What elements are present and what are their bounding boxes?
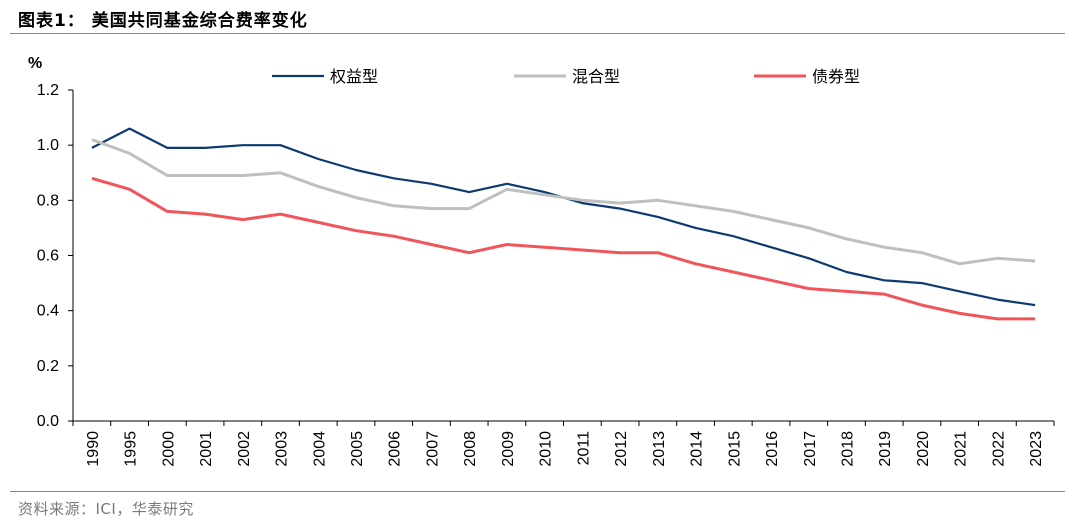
bottom-divider xyxy=(10,491,1065,492)
y-tick-label: 0.2 xyxy=(37,358,59,375)
x-tick-label: 2022 xyxy=(990,431,1007,467)
y-tick-label: 0.0 xyxy=(37,413,59,430)
x-tick-label: 2006 xyxy=(387,431,404,467)
series-line-2 xyxy=(91,176,1036,321)
chart-axes: 0.0 0.2 0.4 0.6 0.8 1.0 1.2% 1990 1995 2000 2001 20… xyxy=(28,55,1055,467)
x-tick-label: 1990 xyxy=(85,431,102,467)
x-tick-label: 2011 xyxy=(575,431,592,466)
x-tick-label: 2000 xyxy=(160,431,177,467)
x-tick-label: 2015 xyxy=(726,431,743,467)
series-line-1 xyxy=(91,138,1036,266)
x-tick-label: 2013 xyxy=(651,431,668,467)
source-note: 资料来源：ICI，华泰研究 xyxy=(18,500,194,518)
top-divider xyxy=(10,33,1065,34)
legend-label-1: 混合型 xyxy=(572,67,620,86)
x-tick-label: 2018 xyxy=(839,431,856,467)
x-tick-label: 2010 xyxy=(538,431,555,467)
y-tick-label: 0.4 xyxy=(37,303,59,320)
x-tick-label: 2007 xyxy=(424,431,441,467)
x-tick-label: 2014 xyxy=(689,431,706,467)
x-tick-label: 1995 xyxy=(123,431,140,467)
y-tick-label: 1.0 xyxy=(37,137,59,154)
chart-series-lines xyxy=(91,127,1036,321)
y-tick-label: 1.2 xyxy=(37,82,59,99)
page-title: 图表1： 美国共同基金综合费率变化 xyxy=(18,11,308,31)
x-tick-label: 2004 xyxy=(311,431,328,467)
legend-label-2: 债券型 xyxy=(812,67,860,86)
x-tick-label: 2019 xyxy=(877,431,894,467)
y-tick-label: 0.6 xyxy=(37,248,59,265)
chart-legend: 权益型 混合型 债券型 xyxy=(272,67,860,86)
x-tick-label: 2008 xyxy=(462,431,479,467)
x-tick-label: 2009 xyxy=(500,431,517,467)
y-axis-unit-label: % xyxy=(28,55,42,72)
x-tick-label: 2021 xyxy=(953,431,970,467)
x-tick-label: 2016 xyxy=(764,431,781,467)
x-tick-label: 2012 xyxy=(613,431,630,467)
x-tick-label: 2017 xyxy=(802,431,819,467)
x-tick-label: 2023 xyxy=(1028,431,1045,467)
x-tick-label: 2002 xyxy=(236,431,253,467)
x-tick-label: 2020 xyxy=(915,431,932,467)
x-tick-label: 2001 xyxy=(198,431,215,467)
legend-label-0: 权益型 xyxy=(330,67,378,86)
y-tick-label: 0.8 xyxy=(37,192,59,209)
x-tick-label: 2005 xyxy=(349,431,366,467)
x-tick-label: 2003 xyxy=(274,431,291,467)
